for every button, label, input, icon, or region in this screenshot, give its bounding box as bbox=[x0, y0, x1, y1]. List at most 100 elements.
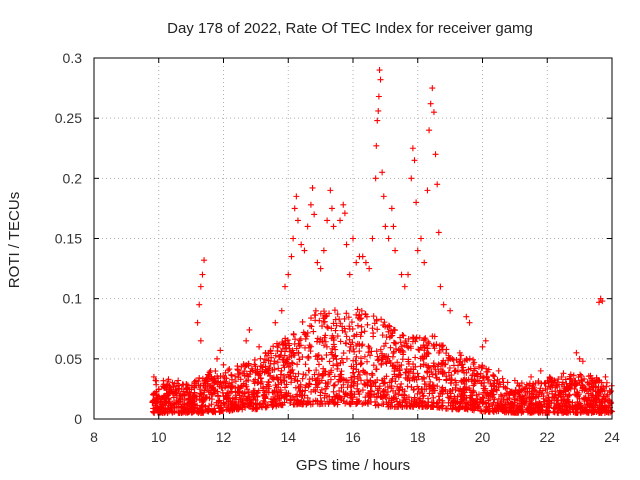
band-point bbox=[480, 408, 487, 415]
band-point bbox=[319, 323, 326, 330]
band-point bbox=[175, 399, 182, 406]
data-point bbox=[409, 145, 416, 152]
band-point bbox=[373, 366, 380, 373]
band-point bbox=[274, 359, 281, 366]
band-point bbox=[460, 403, 467, 410]
data-point bbox=[152, 377, 159, 384]
band-point bbox=[211, 389, 218, 396]
band-point bbox=[343, 333, 350, 340]
band-point bbox=[388, 333, 395, 340]
band-point bbox=[322, 380, 329, 387]
band-point bbox=[608, 400, 615, 407]
band-point bbox=[526, 393, 533, 400]
band-point bbox=[196, 408, 203, 415]
data-point bbox=[427, 100, 434, 107]
band-point bbox=[361, 353, 368, 360]
band-point bbox=[295, 370, 302, 377]
band-point bbox=[350, 365, 357, 372]
data-point bbox=[165, 376, 172, 383]
band-point bbox=[306, 367, 313, 374]
data-point bbox=[599, 298, 606, 305]
data-point bbox=[495, 367, 502, 374]
band-point bbox=[343, 310, 350, 317]
band-point bbox=[360, 369, 367, 376]
band-point bbox=[412, 354, 419, 361]
band-point bbox=[453, 379, 460, 386]
band-point bbox=[333, 392, 340, 399]
band-point bbox=[406, 377, 413, 384]
band-point bbox=[344, 384, 351, 391]
band-point bbox=[199, 399, 206, 406]
band-point bbox=[504, 404, 511, 411]
band-point bbox=[522, 392, 529, 399]
band-point bbox=[603, 379, 610, 386]
band-point bbox=[222, 378, 229, 385]
band-point bbox=[278, 367, 285, 374]
band-point bbox=[345, 379, 352, 386]
band-point bbox=[267, 348, 274, 355]
data-point bbox=[482, 337, 489, 344]
data-point bbox=[369, 235, 376, 242]
grid-layer bbox=[94, 58, 612, 419]
band-point bbox=[597, 408, 604, 415]
band-point bbox=[310, 328, 317, 335]
band-point bbox=[460, 378, 467, 385]
band-point bbox=[368, 348, 375, 355]
band-point bbox=[395, 391, 402, 398]
band-point bbox=[323, 352, 330, 359]
band-point bbox=[286, 340, 293, 347]
data-point bbox=[304, 223, 311, 230]
data-point bbox=[437, 283, 444, 290]
band-point bbox=[265, 357, 272, 364]
band-point bbox=[392, 365, 399, 372]
data-point bbox=[199, 271, 206, 278]
data-point bbox=[576, 355, 583, 362]
band-point bbox=[485, 376, 492, 383]
band-point bbox=[472, 404, 479, 411]
band-point bbox=[533, 400, 540, 407]
band-point bbox=[245, 389, 252, 396]
band-point bbox=[399, 392, 406, 399]
band-point bbox=[292, 373, 299, 380]
band-point bbox=[280, 362, 287, 369]
band-point bbox=[420, 337, 427, 344]
band-point bbox=[306, 344, 313, 351]
band-point bbox=[533, 393, 540, 400]
band-point bbox=[247, 368, 254, 375]
band-point bbox=[400, 332, 407, 339]
data-point bbox=[293, 193, 300, 200]
band-point bbox=[197, 390, 204, 397]
band-point bbox=[389, 375, 396, 382]
band-point bbox=[592, 401, 599, 408]
data-point bbox=[285, 271, 292, 278]
band-point bbox=[389, 403, 396, 410]
band-point bbox=[411, 374, 418, 381]
band-point bbox=[325, 380, 332, 387]
band-point bbox=[231, 404, 238, 411]
band-point bbox=[170, 383, 177, 390]
band-point bbox=[375, 390, 382, 397]
band-point bbox=[160, 377, 167, 384]
band-point bbox=[557, 407, 564, 414]
data-point bbox=[330, 223, 337, 230]
band-point bbox=[302, 371, 309, 378]
band-point bbox=[403, 396, 410, 403]
band-point bbox=[458, 367, 465, 374]
band-point bbox=[385, 401, 392, 408]
band-point bbox=[376, 385, 383, 392]
band-point bbox=[330, 362, 337, 369]
band-point bbox=[354, 400, 361, 407]
band-point bbox=[205, 377, 212, 384]
band-point bbox=[527, 409, 534, 416]
data-point bbox=[175, 377, 182, 384]
band-point bbox=[209, 376, 216, 383]
band-point bbox=[332, 346, 339, 353]
band-point bbox=[499, 393, 506, 400]
band-point bbox=[283, 344, 290, 351]
band-point bbox=[311, 371, 318, 378]
band-point bbox=[489, 388, 496, 395]
band-point bbox=[495, 383, 502, 390]
band-point bbox=[251, 390, 258, 397]
band-point bbox=[364, 358, 371, 365]
